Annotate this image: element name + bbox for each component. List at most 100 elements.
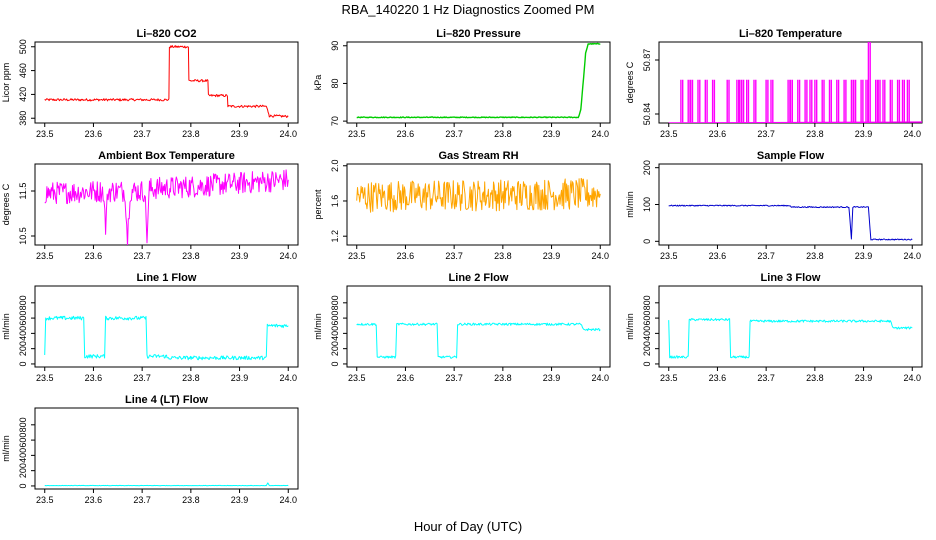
y-tick-label: 600 [330, 311, 340, 326]
data-series [356, 42, 601, 119]
y-tick-label: 500 [18, 39, 28, 54]
panel-4: Ambient Box Temperature degrees C 23.5 23.6… [1, 150, 299, 261]
y-axis-label: ml/min [625, 191, 635, 218]
plot-frame [346, 163, 611, 246]
y-axis-label: ml/min [313, 313, 323, 340]
x-tick-label: 24.0 [279, 495, 297, 505]
y-tick-label: 200 [18, 341, 28, 356]
x-tick-label: 23.6 [397, 129, 415, 139]
data-series [668, 318, 913, 359]
y-tick-label: 50.87 [642, 49, 652, 72]
x-tick-label: 23.8 [182, 251, 200, 261]
y-tick-label: 80 [330, 78, 340, 88]
x-tick-label: 23.6 [397, 251, 415, 261]
y-tick-label: 200 [18, 463, 28, 478]
panel-title: Gas Stream RH [438, 150, 518, 162]
plot-frame [346, 41, 611, 124]
y-tick-label: 0 [642, 239, 652, 244]
x-tick-label: 23.7 [757, 373, 775, 383]
x-tick-label: 23.9 [855, 373, 873, 383]
plot-frame [346, 285, 611, 368]
x-tick-label: 23.5 [348, 129, 366, 139]
y-tick-label: 800 [642, 295, 652, 310]
y-axis-label: ml/min [1, 313, 11, 340]
y-tick-label: 0 [330, 361, 340, 366]
panel-6: Sample Flow ml/min 23.5 23.6 23.7 23.8 23.9 24.… [625, 150, 923, 261]
x-tick-label: 23.8 [494, 129, 512, 139]
x-tick-label: 23.5 [348, 251, 366, 261]
x-tick-label: 23.6 [709, 373, 727, 383]
y-tick-label: 200 [642, 160, 652, 175]
y-tick-label: 380 [18, 111, 28, 126]
y-tick-label: 400 [18, 326, 28, 341]
y-axis-label: degrees C [625, 61, 635, 103]
x-tick-label: 23.8 [806, 373, 824, 383]
x-tick-label: 23.9 [231, 251, 249, 261]
x-tick-label: 23.6 [85, 373, 103, 383]
plot-frame [658, 163, 923, 246]
panel-grid: Li–820 CO2 Licor ppm 23.5 23.6 23.7 23.8 23.9 2… [1, 28, 923, 505]
panel-title: Li–820 Pressure [436, 28, 520, 40]
y-tick-label: 420 [18, 87, 28, 102]
x-tick-label: 23.7 [445, 251, 463, 261]
y-tick-label: 0 [642, 361, 652, 366]
y-tick-label: 70 [330, 116, 340, 126]
y-tick-label: 2.0 [330, 160, 340, 173]
x-tick-label: 23.8 [494, 251, 512, 261]
y-tick-label: 90 [330, 41, 340, 51]
data-series [44, 45, 289, 118]
x-tick-label: 23.9 [543, 251, 561, 261]
x-tick-label: 23.6 [85, 129, 103, 139]
x-tick-label: 23.7 [133, 373, 151, 383]
panel-7: Line 1 Flow ml/min 23.5 23.6 23.7 23.8 23.9 24.… [1, 272, 299, 383]
x-tick-label: 24.0 [279, 373, 297, 383]
x-tick-label: 23.7 [445, 373, 463, 383]
plot-frame [34, 285, 299, 368]
x-tick-label: 23.8 [806, 129, 824, 139]
x-tick-label: 23.9 [543, 129, 561, 139]
y-tick-label: 100 [642, 197, 652, 212]
data-series [356, 322, 601, 359]
x-tick-label: 23.8 [182, 129, 200, 139]
x-tick-label: 23.9 [855, 129, 873, 139]
y-tick-label: 0 [18, 483, 28, 488]
y-tick-label: 50.84 [642, 103, 652, 126]
panel-8: Line 2 Flow ml/min 23.5 23.6 23.7 23.8 23.9 24.… [313, 272, 611, 383]
x-tick-label: 23.7 [133, 251, 151, 261]
y-tick-label: 460 [18, 63, 28, 78]
y-tick-label: 400 [642, 326, 652, 341]
panel-2: Li–820 Pressure kPa 23.5 23.6 23.7 23.8 23.9 24… [313, 28, 611, 139]
x-tick-label: 23.6 [85, 251, 103, 261]
x-tick-label: 23.9 [543, 373, 561, 383]
y-tick-label: 600 [642, 311, 652, 326]
x-tick-label: 23.9 [231, 495, 249, 505]
figure-xlabel: Hour of Day (UTC) [414, 519, 522, 534]
data-series [668, 204, 913, 241]
y-axis-label: Licor ppm [1, 63, 11, 103]
plot-frame [34, 41, 299, 124]
data-series [668, 42, 922, 123]
y-axis-label: kPa [313, 75, 323, 91]
x-tick-label: 24.0 [279, 251, 297, 261]
panel-title: Line 3 Flow [761, 272, 821, 284]
x-tick-label: 24.0 [591, 251, 609, 261]
panel-title: Ambient Box Temperature [98, 150, 235, 162]
plot-frame [34, 407, 299, 490]
panel-3: Li–820 Temperature degrees C 23.5 23.6 23.7 2… [625, 28, 923, 139]
x-tick-label: 23.5 [660, 129, 678, 139]
x-tick-label: 24.0 [903, 251, 921, 261]
panel-title: Line 4 (LT) Flow [125, 394, 208, 406]
y-tick-label: 200 [642, 341, 652, 356]
x-tick-label: 23.8 [494, 373, 512, 383]
x-tick-label: 23.7 [757, 251, 775, 261]
panel-title: Line 1 Flow [137, 272, 197, 284]
y-tick-label: 600 [18, 311, 28, 326]
y-tick-label: 200 [330, 341, 340, 356]
plot-frame [34, 163, 299, 246]
x-tick-label: 23.5 [660, 373, 678, 383]
x-tick-label: 23.9 [231, 129, 249, 139]
plot-frame [658, 285, 923, 368]
data-series [44, 315, 289, 361]
panel-title: Li–820 CO2 [137, 28, 197, 40]
x-tick-label: 23.5 [36, 251, 54, 261]
